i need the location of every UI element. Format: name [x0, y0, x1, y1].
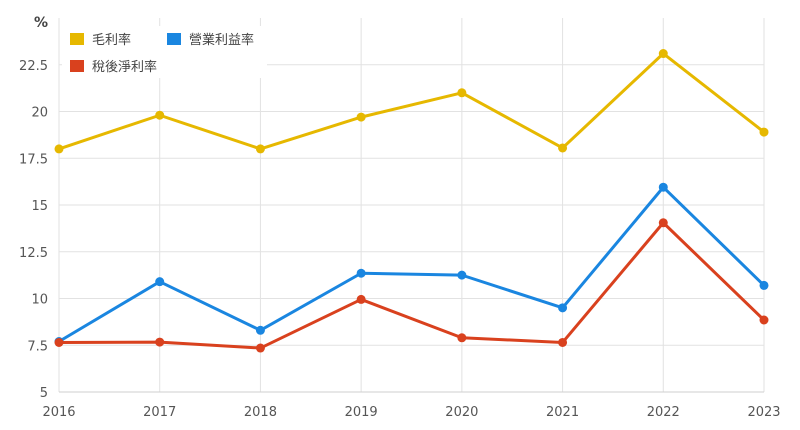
series-line-1 [57, 185, 766, 344]
data-point[interactable] [155, 277, 165, 287]
data-point[interactable] [356, 112, 366, 122]
y-tick-label: 7.5 [27, 339, 48, 354]
axes: % 5 7.5 10 12.5 15 17.5 20 22.5 2016 2017 2018 2019… [19, 15, 781, 420]
x-tick-label: 2022 [647, 405, 680, 420]
x-tick-label: 2016 [42, 405, 75, 420]
data-point[interactable] [558, 143, 568, 153]
legend-label[interactable]: 毛利率 [92, 32, 131, 48]
y-tick-label: 22.5 [19, 59, 48, 74]
data-point[interactable] [759, 315, 769, 325]
data-point[interactable] [457, 88, 467, 98]
x-tick-label: 2019 [345, 405, 378, 420]
data-point[interactable] [658, 49, 668, 59]
legend-swatch [70, 60, 84, 72]
y-tick-label: 15 [31, 199, 48, 214]
data-point[interactable] [457, 270, 467, 280]
y-axis-unit-label: % [34, 15, 48, 31]
legend-background [62, 26, 267, 78]
data-point[interactable] [54, 337, 64, 347]
y-tick-label: 20 [31, 106, 48, 121]
data-point[interactable] [457, 333, 467, 343]
data-point[interactable] [356, 268, 366, 278]
y-tick-label: 12.5 [19, 246, 48, 261]
data-point[interactable] [558, 337, 568, 347]
legend-label[interactable]: 營業利益率 [189, 32, 254, 48]
data-point[interactable] [658, 182, 668, 192]
data-point[interactable] [255, 325, 265, 335]
data-point[interactable] [155, 110, 165, 120]
x-tick-label: 2018 [244, 405, 277, 420]
data-point[interactable] [155, 337, 165, 347]
data-point[interactable] [759, 280, 769, 290]
data-point[interactable] [558, 303, 568, 313]
x-tick-label: 2023 [747, 405, 780, 420]
x-tick-label: 2020 [445, 405, 478, 420]
x-tick-label: 2017 [143, 405, 176, 420]
data-point[interactable] [356, 294, 366, 304]
y-tick-label: 17.5 [19, 152, 48, 167]
series-line-0 [57, 52, 766, 151]
legend-swatch [167, 33, 181, 45]
series-line-2 [57, 221, 766, 350]
x-tick-label: 2021 [546, 405, 579, 420]
legend-label[interactable]: 稅後淨利率 [92, 59, 157, 75]
legend-swatch [70, 33, 84, 45]
y-tick-label: 10 [31, 293, 48, 308]
data-point[interactable] [54, 144, 64, 154]
series-lines [54, 49, 769, 353]
y-tick-label: 5 [40, 386, 48, 401]
data-point[interactable] [658, 218, 668, 228]
data-point[interactable] [759, 127, 769, 137]
data-point[interactable] [255, 144, 265, 154]
grid [58, 18, 765, 393]
data-point[interactable] [255, 343, 265, 353]
